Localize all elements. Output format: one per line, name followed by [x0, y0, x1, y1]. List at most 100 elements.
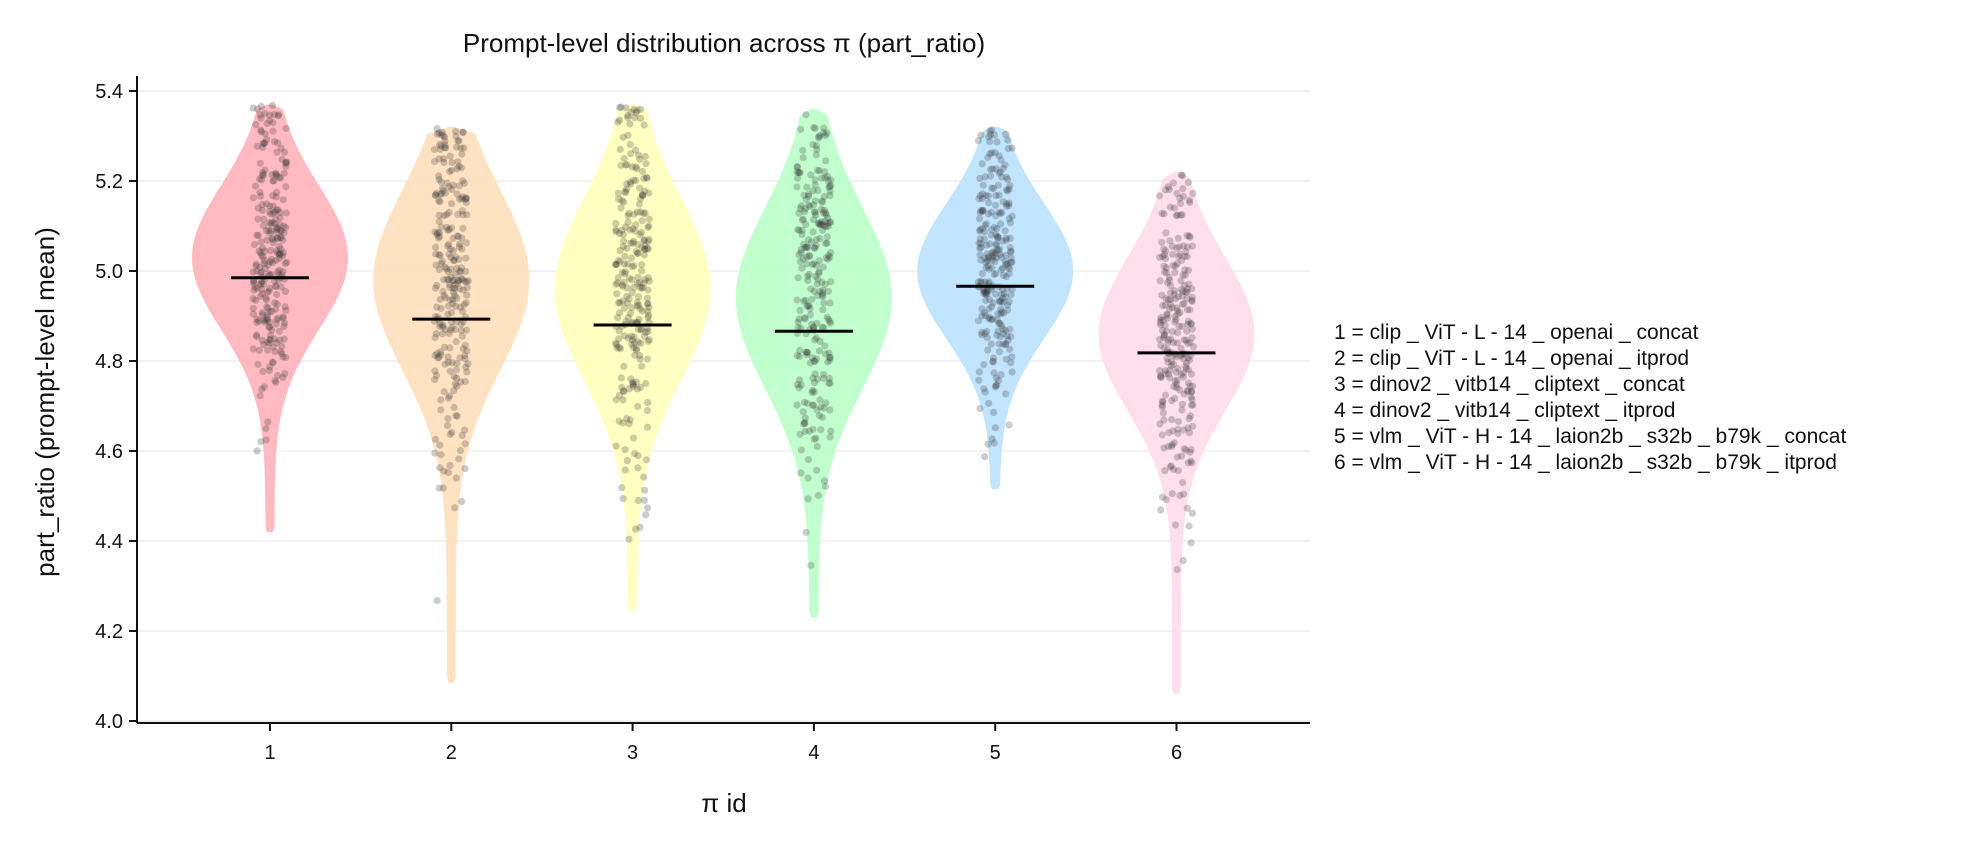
- data-point: [1163, 354, 1171, 363]
- data-point: [1005, 265, 1014, 273]
- data-point: [996, 168, 1005, 176]
- data-point: [273, 268, 282, 276]
- data-point: [995, 340, 1003, 348]
- data-point: [622, 161, 630, 169]
- data-point: [825, 379, 833, 387]
- data-point: [272, 188, 281, 196]
- data-point: [810, 287, 818, 295]
- data-point: [1172, 212, 1180, 220]
- data-point: [996, 209, 1005, 217]
- data-point: [1160, 251, 1169, 259]
- data-point: [818, 174, 826, 182]
- data-point: [794, 323, 802, 332]
- data-point: [270, 177, 278, 185]
- data-point: [269, 119, 277, 127]
- data-point: [258, 285, 266, 293]
- data-point: [432, 330, 440, 338]
- data-point: [1159, 252, 1167, 261]
- data-point: [1185, 415, 1193, 423]
- data-point: [1179, 271, 1187, 279]
- data-point: [997, 310, 1005, 318]
- legend-entry: 2 = clip _ ViT - L - 14 _ openai _ itpro…: [1334, 347, 1689, 370]
- data-point: [793, 163, 801, 171]
- data-point: [989, 165, 997, 173]
- data-point: [436, 441, 444, 449]
- data-point: [1173, 339, 1181, 347]
- data-point: [793, 296, 801, 304]
- data-point: [254, 105, 262, 113]
- data-point: [1168, 242, 1176, 250]
- data-point: [617, 374, 625, 382]
- data-point: [261, 130, 269, 138]
- data-point: [982, 296, 990, 304]
- data-point: [814, 186, 822, 195]
- data-point: [803, 348, 811, 356]
- data-point: [249, 295, 257, 303]
- data-point: [1171, 313, 1179, 321]
- data-point: [992, 290, 1000, 298]
- data-point: [283, 158, 291, 166]
- data-point: [640, 473, 648, 481]
- data-point: [1177, 371, 1185, 379]
- data-point: [1160, 334, 1168, 342]
- data-point: [462, 299, 470, 307]
- data-point: [615, 327, 623, 335]
- data-point: [253, 318, 261, 327]
- data-point: [276, 214, 284, 222]
- data-point: [262, 200, 271, 208]
- data-point: [630, 176, 638, 184]
- data-point: [251, 182, 260, 190]
- data-point: [433, 189, 441, 197]
- data-point: [640, 121, 648, 129]
- data-point: [1168, 397, 1176, 405]
- data-point: [257, 438, 265, 446]
- data-point: [1002, 355, 1010, 363]
- data-point: [256, 175, 264, 183]
- data-point: [1164, 442, 1172, 451]
- data-point: [1182, 362, 1190, 370]
- data-point: [1177, 171, 1185, 179]
- data-point: [1184, 387, 1192, 395]
- data-point: [1167, 335, 1175, 343]
- data-point: [279, 374, 287, 382]
- data-point: [1179, 288, 1187, 296]
- data-point: [1179, 479, 1187, 487]
- data-point: [1167, 282, 1175, 290]
- data-point: [267, 255, 276, 263]
- data-point: [279, 313, 287, 321]
- data-point: [432, 243, 440, 251]
- data-point: [281, 370, 289, 378]
- data-point: [1007, 291, 1015, 299]
- data-point: [986, 130, 995, 139]
- data-point: [634, 452, 642, 460]
- data-point: [641, 332, 649, 340]
- data-point: [271, 220, 279, 228]
- data-point: [1179, 185, 1187, 193]
- data-point: [818, 413, 827, 421]
- data-point: [455, 277, 463, 285]
- data-point: [615, 343, 623, 352]
- data-point: [435, 251, 443, 259]
- data-point: [616, 116, 624, 124]
- data-point: [454, 277, 462, 285]
- data-point: [282, 159, 290, 167]
- data-point: [1157, 321, 1165, 329]
- data-point: [808, 261, 816, 269]
- data-point: [993, 331, 1001, 339]
- data-point: [624, 212, 632, 220]
- data-point: [999, 298, 1008, 306]
- data-point: [1003, 332, 1011, 340]
- data-point: [461, 277, 469, 286]
- data-point: [1165, 276, 1173, 284]
- data-point: [620, 260, 629, 268]
- data-point: [1185, 196, 1193, 204]
- data-point: [619, 396, 627, 404]
- data-point: [993, 246, 1001, 254]
- data-point: [613, 314, 622, 322]
- data-point: [824, 177, 833, 185]
- data-point: [444, 468, 452, 476]
- data-point: [1188, 388, 1196, 396]
- data-point: [437, 351, 445, 359]
- data-point: [1156, 277, 1164, 285]
- data-point: [612, 396, 620, 404]
